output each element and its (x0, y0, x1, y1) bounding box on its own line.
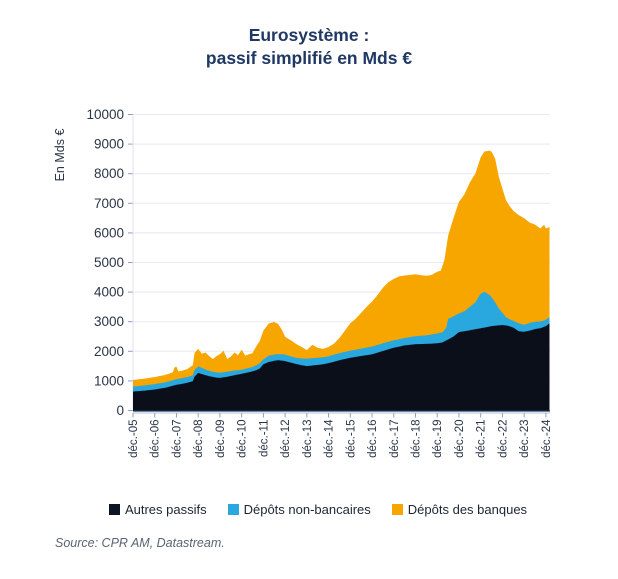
x-tick-label: déc.-15 (345, 420, 357, 458)
x-tick-label: déc.-06 (150, 420, 162, 458)
x-tick-label: déc.-13 (302, 420, 314, 458)
x-tick-label: déc.-17 (389, 420, 401, 458)
y-tick-label: 9000 (94, 137, 124, 152)
x-tick-label: déc.-14 (324, 419, 336, 458)
chart-title-line2: passif simplifié en Mds € (205, 48, 413, 68)
area-autres-passifs (133, 323, 550, 411)
x-tick-label: déc.-10 (237, 420, 249, 458)
legend-item-depots-non-bancaires: Dépôts non-bancaires (227, 502, 371, 517)
source-note: Source: CPR AM, Datastream. (55, 536, 225, 550)
x-tick-label: déc.-24 (541, 419, 553, 458)
legend-swatch-depots-des-banques (391, 504, 403, 515)
legend-label: Autres passifs (124, 502, 207, 517)
y-tick-label: 1000 (94, 373, 124, 388)
y-tick-label: 7000 (94, 196, 124, 211)
x-tick-label: déc.-16 (367, 420, 379, 458)
y-tick-label: 0 (116, 403, 124, 418)
legend-swatch-depots-non-bancaires (227, 504, 239, 515)
x-tick-label: déc.-18 (410, 420, 422, 458)
y-tick-label: 3000 (94, 314, 124, 329)
legend-label: Dépôts non-bancaires (243, 502, 371, 517)
x-tick-label: déc.-11 (258, 420, 270, 458)
legend-item-autres-passifs: Autres passifs (108, 502, 207, 517)
x-tick-label: déc.-05 (128, 420, 140, 458)
x-tick-label: déc.-19 (432, 420, 444, 458)
y-tick-label: 2000 (94, 344, 124, 359)
legend-swatch-autres-passifs (108, 504, 120, 515)
y-tick-label: 8000 (94, 166, 124, 181)
x-tick-label: déc.-08 (193, 420, 205, 458)
x-tick-label: déc.-07 (171, 420, 183, 458)
x-tick-label: déc.-22 (497, 419, 509, 457)
legend-label: Dépôts des banques (407, 502, 528, 517)
y-tick-label: 4000 (94, 285, 124, 300)
chart-title-line1: Eurosystème : (248, 25, 370, 45)
x-tick-label: déc.-21 (476, 420, 488, 458)
y-tick-label: 6000 (94, 225, 124, 240)
legend-item-depots-des-banques: Dépôts des banques (391, 502, 528, 517)
y-tick-label: 5000 (94, 255, 124, 270)
x-tick-label: déc.-09 (215, 420, 227, 458)
x-tick-label: déc.-23 (519, 420, 531, 458)
legend: Autres passifs Dépôts non-bancaires Dépô… (48, 502, 588, 517)
x-tick-label: déc.-20 (454, 420, 466, 458)
x-tick-label: déc.-12 (280, 420, 292, 458)
y-tick-label: 10000 (86, 107, 124, 122)
chart-title: Eurosystème : passif simplifié en Mds € (0, 24, 618, 70)
